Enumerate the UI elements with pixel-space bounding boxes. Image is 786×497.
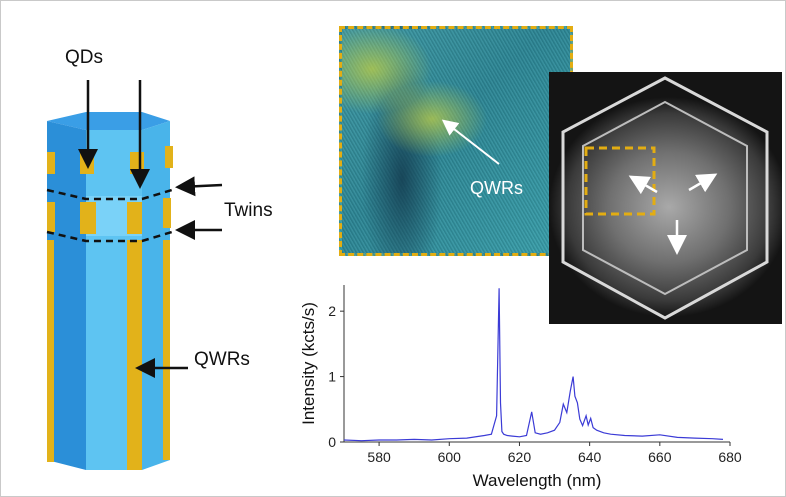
- quantum-dot: [165, 146, 173, 168]
- twins-arrow-top: [175, 176, 223, 197]
- qwrs-nanowire-label: QWRs: [194, 349, 250, 370]
- quantum-dot: [163, 198, 171, 228]
- x-tick-label: 600: [438, 449, 462, 465]
- quantum-dot: [47, 152, 55, 174]
- quantum-dot: [130, 152, 144, 174]
- x-tick-label: 580: [367, 449, 391, 465]
- qds-label: QDs: [65, 47, 103, 68]
- twin-plane-bottom: [46, 230, 173, 243]
- sem-micrograph-inset: [549, 72, 782, 324]
- tem-micrograph-inset: [339, 26, 573, 256]
- x-axis-title: Wavelength (nm): [473, 471, 602, 490]
- x-tick-label: 620: [508, 449, 532, 465]
- nanowire-schematic: [46, 80, 223, 470]
- chart-ticks: 580 600 620 640 660 680 0 1 2: [328, 303, 742, 465]
- nanowire-left-face: [47, 121, 86, 470]
- x-tick-label: 660: [648, 449, 672, 465]
- quantum-dot: [80, 202, 96, 234]
- tem-arrow: [441, 119, 500, 165]
- twins-label: Twins: [224, 200, 273, 221]
- qwrs-tem-label: QWRs: [470, 178, 523, 198]
- y-tick-label: 1: [328, 369, 336, 385]
- sem-arrow: [688, 173, 718, 193]
- hexagon-facet-inner: [582, 100, 748, 296]
- hexagon-facet-outer: [561, 76, 769, 320]
- qwr-stripe: [47, 240, 54, 462]
- spectrum-line: [343, 288, 724, 442]
- y-tick-label: 0: [328, 434, 336, 450]
- qwr-stripe: [163, 240, 170, 460]
- chart-axes: [343, 285, 730, 443]
- quantum-dot: [47, 202, 55, 232]
- pl-spectrum-chart: 580 600 620 640 660 680 0 1 2 Wavelength (nm) In…: [300, 285, 742, 490]
- quantum-dot: [127, 202, 142, 234]
- zoom-box: [584, 146, 656, 216]
- x-tick-label: 640: [578, 449, 602, 465]
- sem-arrow: [628, 175, 658, 195]
- x-tick-label: 680: [718, 449, 742, 465]
- qwr-stripe: [127, 240, 142, 470]
- sem-overlay: [561, 76, 769, 320]
- y-axis-title: Intensity (kcts/s): [300, 302, 318, 425]
- y-tick-label: 2: [328, 303, 336, 319]
- twin-plane-top: [46, 188, 173, 201]
